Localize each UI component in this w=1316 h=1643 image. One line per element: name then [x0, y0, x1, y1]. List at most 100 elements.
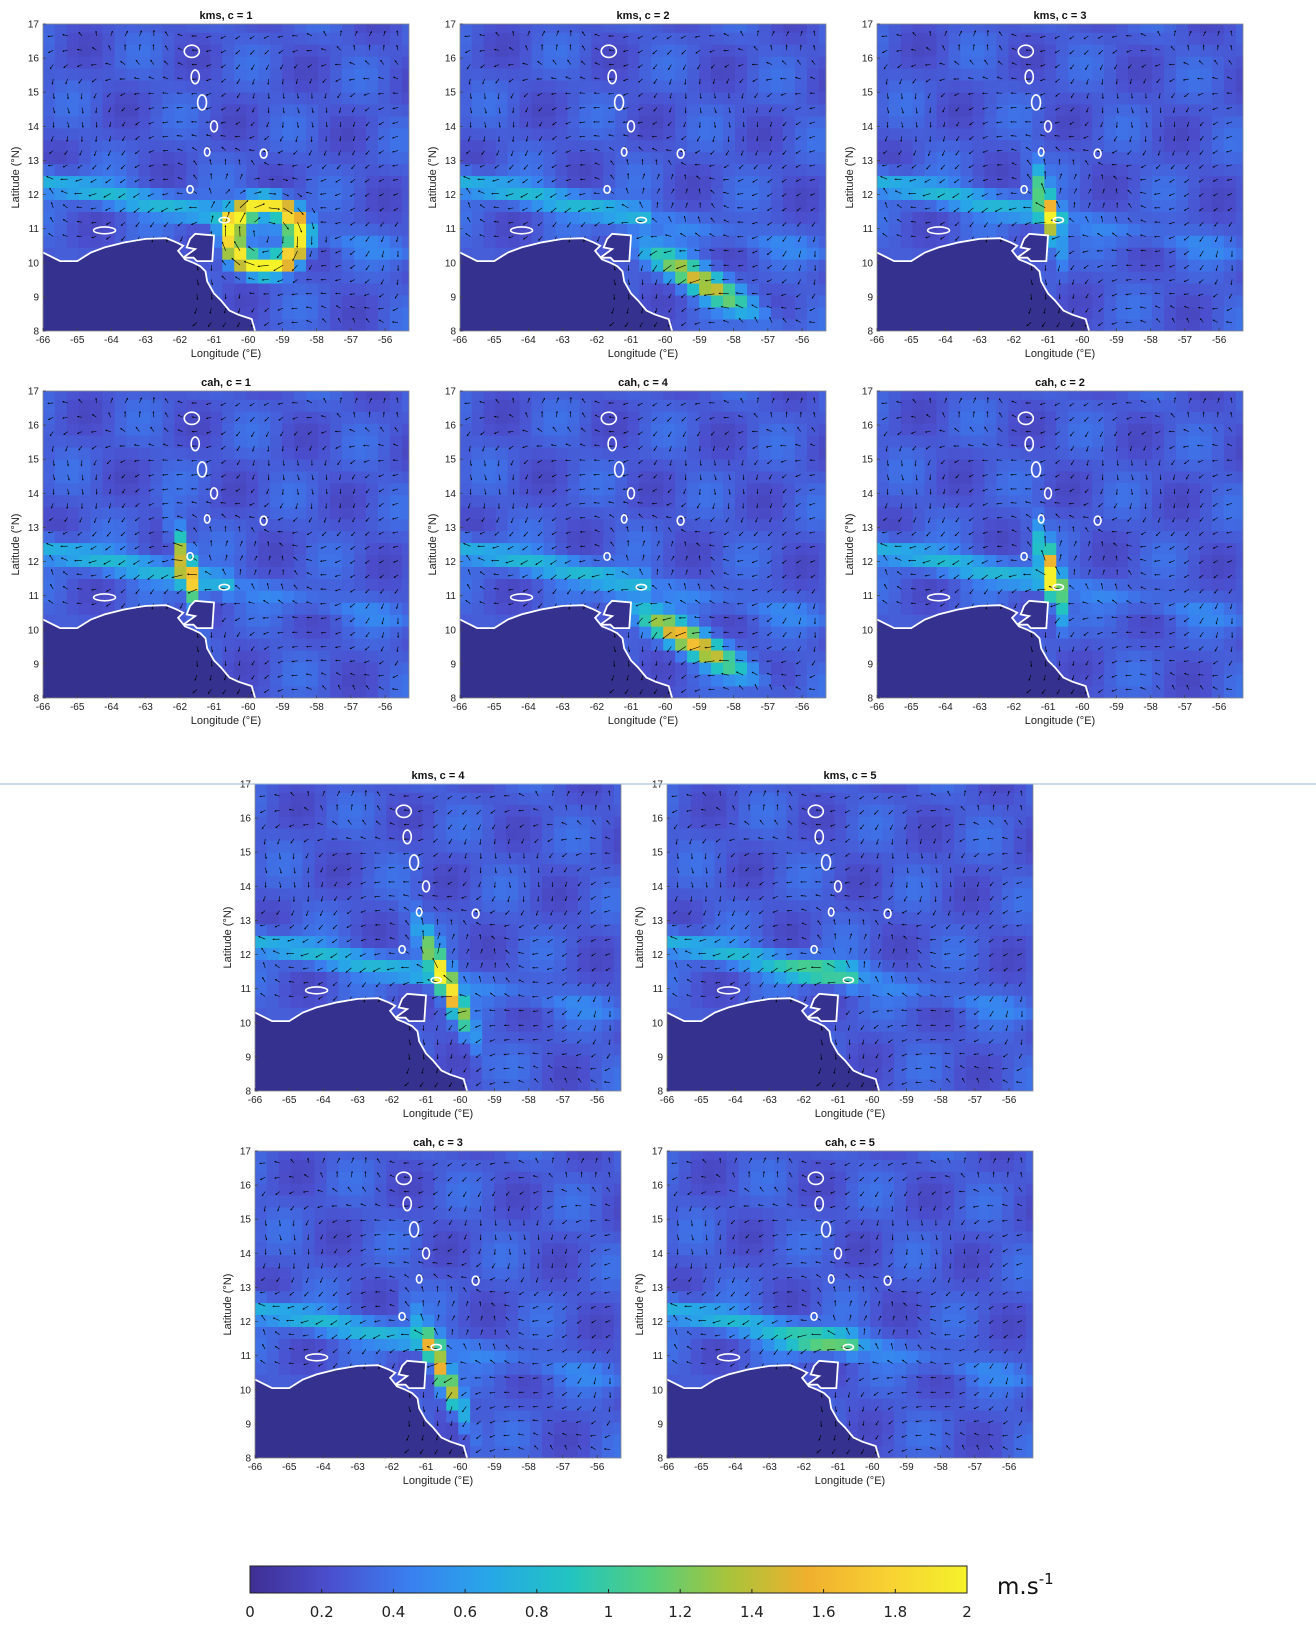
x-tick-label: -59: [1109, 335, 1124, 346]
panel-title: kms, c = 3: [1034, 10, 1087, 22]
coastline: [43, 604, 256, 698]
x-tick-label: -59: [275, 702, 290, 713]
velocity-arrows: [670, 1156, 1024, 1455]
x-tick-label: -56: [590, 1462, 605, 1473]
colorbar-tick-label: 1: [604, 1603, 614, 1621]
x-tick-label: -57: [344, 335, 359, 346]
island-outline: [190, 436, 201, 452]
y-tick-label: 17: [240, 780, 252, 791]
y-tick-label: 10: [240, 1385, 252, 1396]
y-tick-label: 17: [445, 20, 457, 31]
y-axis-label: Latitude (°N): [10, 514, 22, 576]
y-tick-label: 8: [245, 1454, 251, 1465]
y-tick-label: 15: [240, 1215, 252, 1226]
island-outline: [92, 226, 117, 235]
y-tick-label: 17: [28, 20, 40, 31]
x-tick-label: -60: [865, 1095, 880, 1106]
y-tick-label: 10: [28, 625, 40, 636]
x-tick-label: -61: [624, 335, 639, 346]
coastline: [667, 1364, 880, 1458]
y-tick-label: 8: [657, 1454, 663, 1465]
y-axis-label: Latitude (°N): [222, 907, 234, 969]
y-axis-label: Latitude (°N): [10, 147, 22, 209]
velocity-arrows: [670, 789, 1024, 1088]
x-tick-label: -59: [692, 702, 707, 713]
island-outline: [1043, 120, 1053, 133]
island-outline: [218, 216, 231, 224]
y-tick-label: 10: [240, 1018, 252, 1029]
island-outline: [810, 944, 818, 954]
x-tick-label: -56: [1002, 1095, 1017, 1106]
y-tick-label: 17: [862, 387, 874, 398]
island-outline: [607, 436, 618, 452]
y-tick-label: 13: [445, 156, 457, 167]
x-tick-label: -65: [904, 702, 919, 713]
y-tick-label: 14: [862, 489, 874, 500]
x-tick-label: -56: [378, 335, 393, 346]
colorbar: 0 0.2 0.4 0.6 0.8 1 1.2 1.4 1.6 1.8 2 m.s-1: [245, 1565, 1054, 1621]
velocity-arrows: [880, 29, 1234, 328]
y-tick-label: 11: [863, 591, 874, 602]
island-outline: [1037, 147, 1045, 157]
island-outline: [814, 1196, 825, 1212]
y-tick-label: 16: [445, 421, 457, 432]
island-outline: [471, 908, 480, 919]
y-tick-label: 16: [240, 1181, 252, 1192]
x-tick-label: -66: [870, 335, 885, 346]
x-tick-label: -56: [795, 335, 810, 346]
coastline: [877, 604, 1090, 698]
trinidad-island: [182, 232, 215, 262]
y-tick-label: 12: [28, 557, 40, 568]
x-tick-label: -60: [865, 1462, 880, 1473]
map-panel: kms, c = 2 -66 -65 -64 -63 -62 -61 -60 -59 -58 -57…: [427, 10, 827, 360]
y-tick-label: 13: [28, 156, 40, 167]
x-tick-label: -61: [207, 702, 222, 713]
x-tick-label: -58: [1143, 702, 1158, 713]
x-tick-label: -65: [282, 1095, 297, 1106]
y-tick-label: 12: [862, 557, 874, 568]
island-outline: [926, 226, 951, 235]
y-tick-label: 12: [652, 1317, 664, 1328]
island-outline: [471, 1275, 480, 1286]
y-tick-label: 11: [653, 1351, 664, 1362]
x-tick-label: -59: [899, 1095, 914, 1106]
x-tick-label: -64: [316, 1095, 331, 1106]
x-tick-label: -63: [762, 1462, 777, 1473]
island-outline: [209, 487, 219, 500]
trinidad-island: [1016, 232, 1049, 262]
x-tick-label: -65: [70, 335, 85, 346]
x-tick-label: -62: [385, 1462, 400, 1473]
colorbar-tick-label: 1.2: [668, 1603, 692, 1621]
x-tick-label: -60: [1075, 702, 1090, 713]
island-outline: [620, 147, 628, 157]
axes-frame: [42, 23, 410, 332]
x-tick-label: -62: [1007, 702, 1022, 713]
map-panel: cah, c = 3 -66 -65 -64 -63 -62 -61 -60 -59 -58 -57…: [222, 1137, 622, 1487]
island-outline: [626, 120, 636, 133]
y-tick-label: 13: [862, 156, 874, 167]
y-tick-label: 11: [241, 984, 252, 995]
y-tick-label: 17: [28, 387, 40, 398]
x-axis-label: Longitude (°E): [608, 348, 678, 360]
x-tick-label: -64: [104, 335, 119, 346]
island-outline: [635, 216, 648, 224]
island-outline: [1024, 436, 1035, 452]
island-outline: [509, 593, 534, 602]
y-axis-label: Latitude (°N): [634, 907, 646, 969]
x-tick-label: -58: [521, 1462, 536, 1473]
island-outline: [408, 1221, 420, 1238]
y-tick-label: 11: [29, 591, 40, 602]
y-tick-label: 10: [862, 625, 874, 636]
panel-title: cah, c = 2: [1035, 377, 1085, 389]
y-tick-label: 15: [652, 848, 664, 859]
y-tick-label: 9: [33, 659, 39, 670]
island-outline: [600, 411, 618, 426]
island-outline: [304, 1353, 329, 1362]
island-outline: [716, 986, 741, 995]
island-outline: [1093, 148, 1102, 159]
x-axis-label: Longitude (°E): [403, 1108, 473, 1120]
x-tick-label: -66: [453, 702, 468, 713]
x-tick-label: -57: [1178, 335, 1193, 346]
island-outline: [395, 1171, 413, 1186]
panel-title: cah, c = 5: [825, 1137, 875, 1149]
